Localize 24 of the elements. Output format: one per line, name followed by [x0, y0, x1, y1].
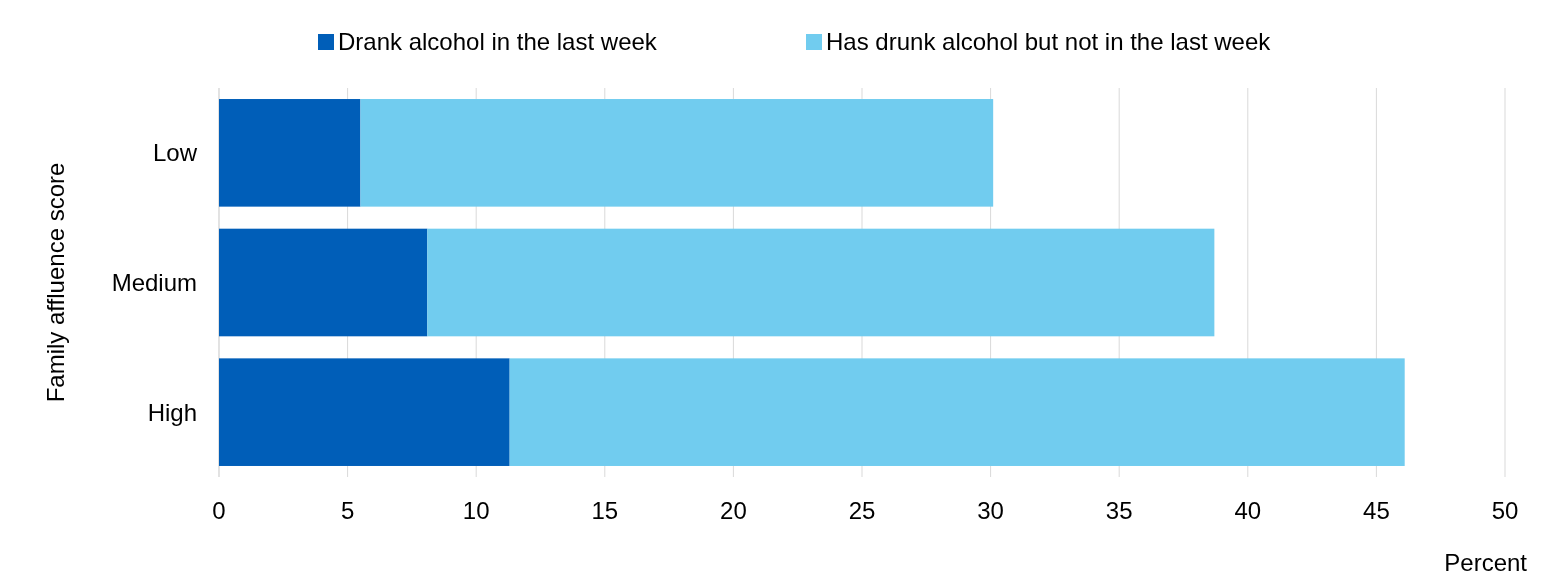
x-tick-label: 0 [212, 497, 226, 524]
x-tick-label: 25 [848, 497, 876, 524]
bar [219, 99, 361, 207]
bar [360, 99, 994, 207]
legend-label: Drank alcohol in the last week [338, 28, 658, 56]
y-tick-label: High [147, 398, 197, 426]
x-tick-label: 45 [1363, 497, 1390, 524]
x-tick-label: 20 [720, 497, 747, 524]
y-axis-title: Family affluence score [42, 162, 69, 403]
bar [219, 358, 510, 466]
x-tick-label: 5 [340, 497, 355, 524]
x-tick-label: 15 [591, 497, 619, 524]
x-tick-label: 40 [1234, 497, 1262, 524]
y-tick-label: Medium [111, 268, 197, 296]
bar [427, 228, 1215, 337]
y-tick-label: Low [152, 139, 198, 167]
x-tick-label: 30 [977, 497, 1004, 524]
bar [509, 358, 1405, 466]
legend-label: Has drunk alcohol but not in the last week [826, 28, 1272, 56]
x-axis-title: Percent [1444, 549, 1528, 576]
bar [219, 228, 428, 337]
x-tick-label: 35 [1105, 497, 1133, 524]
x-tick-label: 10 [462, 497, 490, 524]
x-tick-label: 50 [1491, 497, 1519, 524]
